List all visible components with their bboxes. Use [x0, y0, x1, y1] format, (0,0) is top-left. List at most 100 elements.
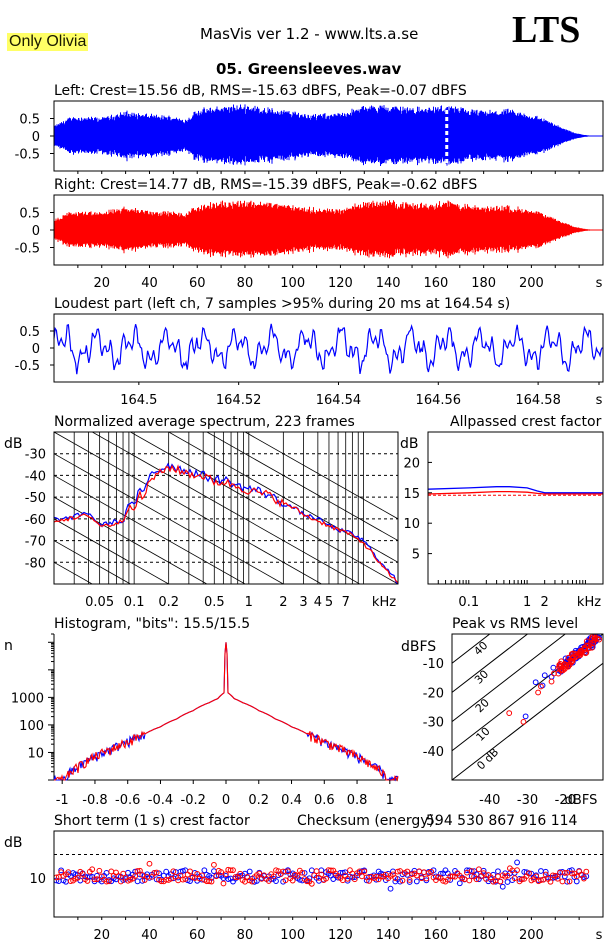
- short-term-crest-point-right: [392, 875, 399, 881]
- peak-vs-rms-xtick-label: -20: [555, 793, 576, 808]
- short-term-crest-point-left: [201, 867, 208, 874]
- short-term-crest-point-right: [65, 869, 72, 876]
- short-term-crest-point-right: [179, 876, 186, 883]
- short-term-crest-checksum-value: 594 530 867 916 114: [426, 813, 578, 829]
- short-term-crest-point-right: [74, 874, 81, 881]
- short-term-crest-point-right: [423, 875, 430, 882]
- peak-vs-rms-point-right: [578, 647, 584, 654]
- peak-vs-rms-title: Peak vs RMS level: [452, 616, 578, 632]
- peak-vs-rms-point-right: [538, 683, 544, 690]
- peak-vs-rms-diagonal: [452, 662, 603, 780]
- short-term-crest-point-right: [199, 872, 205, 879]
- short-term-crest-point-left: [387, 885, 394, 892]
- short-term-crest-point-right: [139, 872, 146, 878]
- allpassed-crest-panel: Allpassed crest factor dB 20 15 10 5 0.1 1 2 kHz: [400, 414, 603, 610]
- short-term-crest-point-right: [67, 878, 74, 884]
- short-term-crest-point-right: [146, 860, 153, 867]
- peak-vs-rms-point-right: [568, 659, 575, 666]
- spectrum-ytick-label: -40: [25, 469, 46, 484]
- short-term-crest-point-left: [225, 876, 232, 882]
- spectrum-slope-line: [54, 475, 246, 584]
- loudest-part-xtick-label: 164.5: [120, 393, 157, 408]
- short-term-crest-point-left: [413, 878, 420, 885]
- spectrum-xtick-label: 0.05: [85, 595, 114, 610]
- right-wave-xtick-label: 100: [280, 276, 305, 291]
- short-term-crest-point-right: [151, 870, 158, 876]
- short-term-crest-point-left: [573, 878, 580, 885]
- right-wave-ytick-label: -0.5: [15, 242, 40, 257]
- short-term-crest-xtick-label: 160: [423, 928, 448, 943]
- short-term-crest-point-left: [134, 878, 141, 885]
- short-term-crest-point-left: [308, 867, 315, 874]
- allpassed-crest-xtick-label: 2: [541, 595, 549, 610]
- short-term-crest-point-right: [327, 867, 334, 874]
- peak-vs-rms-xtick-label: -30: [517, 793, 538, 808]
- allpassed-crest-xtick-label: kHz: [577, 595, 601, 610]
- allpassed-crest-xtick-label: 1: [523, 595, 531, 610]
- short-term-crest-point-left: [514, 859, 520, 866]
- spectrum-slope-line: [54, 671, 398, 866]
- short-term-crest-point-right: [117, 878, 124, 885]
- short-term-crest-point-right: [265, 878, 272, 884]
- short-term-crest-point-right: [249, 878, 256, 885]
- spectrum-xtick-label: 1: [245, 595, 253, 610]
- short-term-crest-xtick-label: 80: [237, 928, 254, 943]
- right-wave-xtick-label: 120: [328, 276, 353, 291]
- allpassed-crest-xtick-label: 0.1: [458, 595, 479, 610]
- spectrum-slope-line: [54, 561, 94, 584]
- short-term-crest-xtick-label: 180: [471, 928, 496, 943]
- short-term-crest-point-right: [475, 866, 482, 873]
- spectrum-ytick-label: -50: [25, 491, 46, 506]
- peak-vs-rms-ytick-label: -30: [423, 716, 444, 731]
- short-term-crest-point-left: [273, 878, 279, 884]
- short-term-crest-point-right: [270, 873, 277, 880]
- allpassed-crest-title: Allpassed crest factor: [450, 414, 602, 430]
- short-term-crest-point-right: [218, 869, 224, 875]
- peak-vs-rms-ylabel: dBFS: [401, 639, 436, 655]
- peak-vs-rms-point-right: [592, 635, 599, 642]
- short-term-crest-point-right: [206, 878, 213, 885]
- short-term-crest-point-right: [182, 876, 189, 882]
- histogram-series-left: [53, 642, 399, 782]
- histogram-xtick-label: -0.6: [115, 793, 140, 808]
- short-term-crest-point-right: [404, 868, 411, 875]
- short-term-crest-ylabel: dB: [4, 835, 23, 851]
- loudest-part-signal: [53, 323, 603, 375]
- loudest-part-xtick-label: 164.54: [316, 393, 362, 408]
- peak-vs-rms-ytick-label: -20: [423, 686, 444, 701]
- short-term-crest-point-right: [511, 875, 518, 882]
- left-wave-ytick-label: -0.5: [15, 148, 40, 163]
- histogram-xtick-label: 0.6: [314, 793, 335, 808]
- peak-vs-rms-point-right: [535, 689, 541, 696]
- loudest-part-ytick-label: 0.5: [19, 325, 40, 340]
- short-term-crest-point-left: [179, 868, 186, 874]
- histogram-xtick-label: -0.2: [181, 793, 206, 808]
- histogram-title: Histogram, "bits": 15.5/15.5: [54, 616, 250, 632]
- histogram-xtick-label: 0.8: [347, 793, 368, 808]
- short-term-crest-point-left: [495, 868, 501, 875]
- loudest-part-xtick-label: 164.56: [416, 393, 462, 408]
- spectrum-ytick-label: -80: [25, 556, 46, 571]
- peak-vs-rms-point-right: [506, 710, 513, 716]
- short-term-crest-point-right: [308, 880, 315, 887]
- spectrum-slope-line: [54, 432, 323, 584]
- right-wave-panel: Right: Crest=14.77 dB, RMS=-15.39 dBFS, …: [15, 177, 603, 291]
- spectrum-title: Normalized average spectrum, 223 frames: [54, 414, 355, 430]
- short-term-crest-xtick-label: s: [596, 928, 603, 943]
- short-term-crest-point-left: [125, 869, 131, 876]
- spectrum-slope-line: [54, 496, 208, 584]
- short-term-crest-point-right: [289, 877, 296, 884]
- short-term-crest-point-right: [361, 868, 368, 875]
- spectrum-slope-line: [54, 606, 398, 801]
- peak-vs-rms-diagonal-label: 0 dB: [474, 746, 501, 773]
- short-term-crest-point-right: [103, 878, 110, 885]
- short-term-crest-point-right: [351, 876, 358, 883]
- short-term-crest-point-right: [208, 878, 215, 885]
- histogram-panel: Histogram, "bits": 15.5/15.5n100010010-1…: [4, 616, 399, 808]
- short-term-crest-point-left: [58, 867, 65, 874]
- short-term-crest-point-right: [313, 868, 320, 875]
- loudest-part-frame: [53, 313, 604, 383]
- short-term-crest-xtick-label: 200: [519, 928, 544, 943]
- allpassed-crest-series-right: [427, 490, 603, 495]
- right-wave-xtick-label: 20: [93, 276, 110, 291]
